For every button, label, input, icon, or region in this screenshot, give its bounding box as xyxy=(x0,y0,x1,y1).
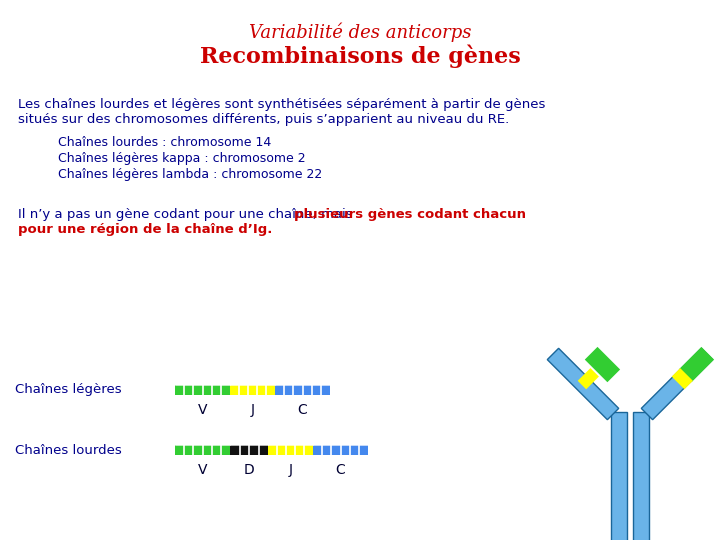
Text: V: V xyxy=(198,403,207,417)
Polygon shape xyxy=(547,348,618,420)
Text: Chaînes légères: Chaînes légères xyxy=(15,383,122,396)
Bar xyxy=(230,445,268,455)
Bar xyxy=(230,385,275,395)
Polygon shape xyxy=(672,368,693,389)
Bar xyxy=(275,385,330,395)
Text: C: C xyxy=(297,403,307,417)
Text: plusieurs gènes codant chacun: plusieurs gènes codant chacun xyxy=(294,208,526,221)
Text: Les chaînes lourdes et légères sont synthétisées séparément à partir de gènes: Les chaînes lourdes et légères sont synt… xyxy=(18,98,545,111)
Polygon shape xyxy=(642,348,713,420)
Text: Chaînes lourdes: Chaînes lourdes xyxy=(15,443,122,456)
Polygon shape xyxy=(577,368,599,389)
Bar xyxy=(268,445,313,455)
Polygon shape xyxy=(611,412,627,540)
Text: V: V xyxy=(198,463,207,477)
Bar xyxy=(175,445,230,455)
Text: pour une région de la chaîne d’Ig.: pour une région de la chaîne d’Ig. xyxy=(18,223,272,236)
Text: situés sur des chromosomes différents, puis s’apparient au niveau du RE.: situés sur des chromosomes différents, p… xyxy=(18,113,509,126)
Bar xyxy=(175,385,230,395)
Polygon shape xyxy=(585,347,620,382)
Text: Recombinaisons de gènes: Recombinaisons de gènes xyxy=(199,44,521,68)
Text: Il n’y a pas un gène codant pour une chaîne, mais: Il n’y a pas un gène codant pour une cha… xyxy=(18,208,357,221)
Text: J: J xyxy=(289,463,292,477)
Polygon shape xyxy=(679,347,714,382)
Text: Chaînes légères lambda : chromosome 22: Chaînes légères lambda : chromosome 22 xyxy=(58,168,323,181)
Bar xyxy=(313,445,368,455)
Polygon shape xyxy=(633,412,649,540)
Text: C: C xyxy=(336,463,346,477)
Text: Chaînes légères kappa : chromosome 2: Chaînes légères kappa : chromosome 2 xyxy=(58,152,305,165)
Text: J: J xyxy=(251,403,254,417)
Text: D: D xyxy=(243,463,254,477)
Text: Variabilité des anticorps: Variabilité des anticorps xyxy=(248,22,472,42)
Text: Chaînes lourdes : chromosome 14: Chaînes lourdes : chromosome 14 xyxy=(58,136,271,149)
